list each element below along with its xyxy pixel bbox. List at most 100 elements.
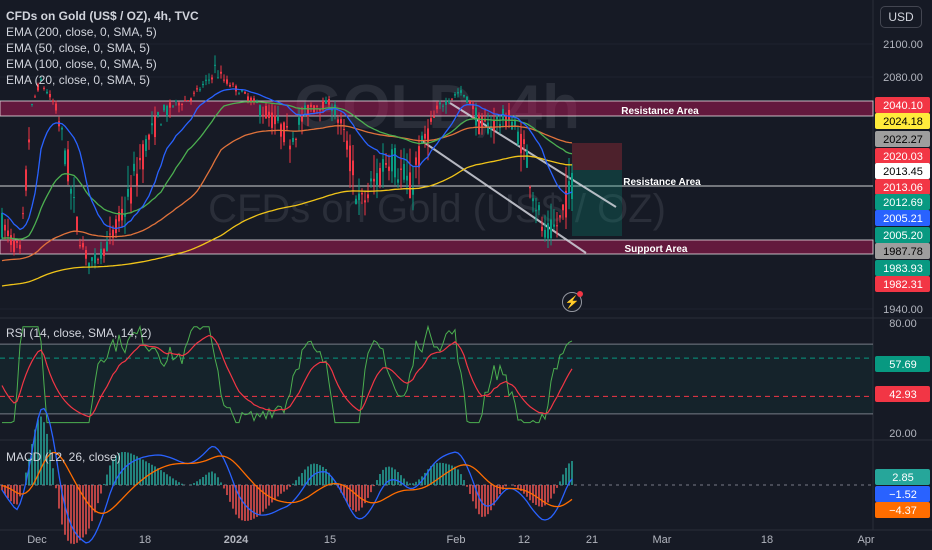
x-tick-label: 21: [586, 534, 598, 546]
macd-hist-bg: [875, 469, 930, 485]
candle-body: [427, 128, 429, 143]
candle-body: [388, 166, 390, 171]
candle-body: [76, 216, 78, 231]
candle-body: [403, 163, 405, 180]
alert-bolt-icon[interactable]: ⚡: [562, 291, 583, 312]
candle-body: [226, 79, 228, 84]
x-tick-label: 18: [139, 534, 151, 546]
candle-body: [553, 224, 555, 227]
candle-body: [178, 102, 180, 106]
candle-body: [424, 133, 426, 139]
x-tick-label: Feb: [447, 534, 466, 546]
candle-body: [151, 123, 153, 126]
candle-body: [508, 109, 510, 121]
candle-body: [547, 223, 549, 239]
macd-title[interactable]: MACD (12, 26, close): [6, 450, 121, 464]
candle-body: [166, 105, 168, 116]
price-label-text: 2013.45: [883, 166, 923, 178]
candle-body: [445, 101, 447, 105]
candle-body: [259, 105, 261, 117]
rsi-band: [0, 344, 873, 414]
candle-body: [100, 248, 102, 259]
price-label: 2012.69: [875, 194, 930, 210]
candle-body: [73, 197, 75, 199]
price-label: 2013.06: [875, 179, 930, 195]
candle-body: [454, 94, 456, 96]
candle-body: [196, 88, 198, 90]
candle-body: [364, 200, 366, 203]
candle-body: [370, 178, 372, 182]
indicator-ema-50[interactable]: EMA (50, close, 0, SMA, 5): [6, 41, 151, 55]
candle-body: [526, 151, 528, 168]
x-tick-label: 12: [518, 534, 530, 546]
candle-body: [112, 229, 114, 238]
price-label: 1983.93: [875, 260, 930, 276]
candle-body: [436, 105, 438, 110]
candle-body: [22, 213, 24, 215]
candle-body: [355, 198, 357, 205]
position-target-box: [572, 170, 622, 236]
macd-line: [1, 407, 573, 544]
candle-body: [238, 93, 240, 95]
ema-200-line: [1, 155, 573, 287]
candle-body: [361, 192, 363, 195]
candle-body: [532, 198, 534, 202]
currency-button[interactable]: USD: [880, 6, 922, 28]
channel-upper-line: [449, 102, 617, 208]
price-label: 2013.45: [875, 163, 930, 179]
price-label-bg: [875, 179, 930, 195]
rsi-ma-line: [1, 334, 573, 418]
candle-body: [193, 92, 195, 94]
candle-body: [310, 104, 312, 107]
price-label: 2005.21: [875, 210, 930, 226]
candle-body: [85, 250, 87, 259]
candle-body: [418, 146, 420, 168]
candle-body: [256, 102, 258, 104]
candle-body: [472, 103, 474, 110]
candle-body: [406, 175, 408, 181]
resistance-label-upper: Resistance Area: [621, 106, 699, 117]
candle-body: [541, 226, 543, 231]
rsi-title[interactable]: RSI (14, close, SMA, 14, 2): [6, 326, 152, 340]
candle-body: [7, 230, 9, 236]
candle-body: [247, 96, 249, 101]
candle-body: [367, 194, 369, 199]
y-tick-label: 1940.00: [883, 304, 923, 316]
candle-body: [175, 100, 177, 102]
candle-body: [346, 140, 348, 150]
candle-body: [28, 139, 30, 143]
candle-body: [190, 98, 192, 101]
resistance-label-mid: Resistance Area: [623, 177, 701, 188]
chart-title: CFDs on Gold (US$ / OZ), 4h, TVC: [6, 9, 199, 23]
watermark-name: CFDs on Gold (US$ / OZ): [208, 187, 666, 231]
candle-body: [157, 112, 159, 116]
indicator-ema-200[interactable]: EMA (200, close, 0, SMA, 5): [6, 25, 157, 39]
price-label-bg: [875, 113, 930, 129]
candle-body: [556, 225, 558, 227]
indicator-ema-100[interactable]: EMA (100, close, 0, SMA, 5): [6, 57, 157, 71]
price-label-text: 1987.78: [883, 246, 923, 258]
candle-body: [505, 114, 507, 128]
macd-signal-bg: [875, 502, 930, 518]
candle-body: [496, 116, 498, 120]
candle-body: [484, 118, 486, 122]
candle-body: [550, 219, 552, 239]
indicator-ema-20[interactable]: EMA (20, close, 0, SMA, 5): [6, 73, 151, 87]
candle-body: [535, 210, 537, 212]
candle-body: [214, 64, 216, 66]
candle-body: [307, 104, 309, 117]
macd-hist-label: 2.85: [892, 472, 913, 484]
candle-body: [55, 103, 57, 111]
candle-body: [439, 102, 441, 105]
candle-body: [559, 215, 561, 218]
candle-body: [25, 169, 27, 191]
ema-20-line: [1, 88, 573, 231]
price-label-bg: [875, 97, 930, 113]
candle-body: [139, 157, 141, 161]
price-label-text: 2005.21: [883, 213, 923, 225]
candle-body: [91, 257, 93, 261]
candle-body: [517, 131, 519, 145]
candle-body: [250, 97, 252, 103]
candle-body: [10, 235, 12, 245]
